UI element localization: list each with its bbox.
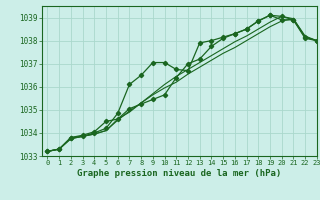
X-axis label: Graphe pression niveau de la mer (hPa): Graphe pression niveau de la mer (hPa)	[77, 169, 281, 178]
